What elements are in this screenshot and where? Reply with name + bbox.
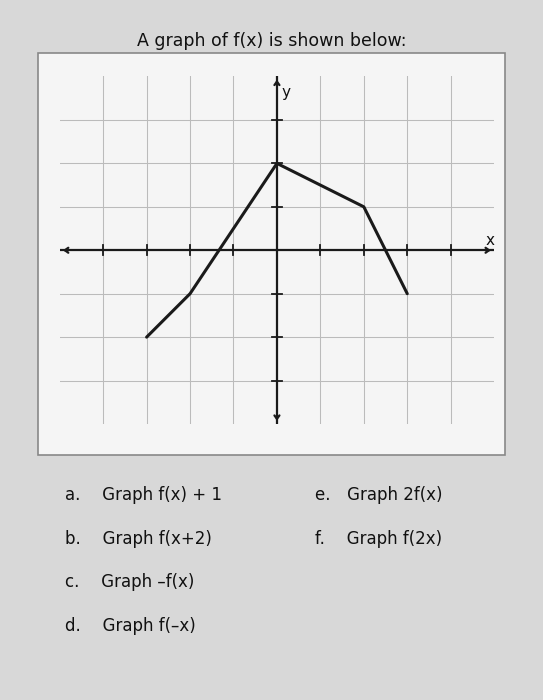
Text: b.  Graph f(x+2): b. Graph f(x+2) (65, 530, 212, 548)
Text: c.  Graph –f(x): c. Graph –f(x) (65, 573, 194, 592)
Text: e. Graph 2f(x): e. Graph 2f(x) (315, 486, 443, 505)
Text: y: y (281, 85, 290, 100)
Text: d.  Graph f(–x): d. Graph f(–x) (65, 617, 196, 635)
Text: f.  Graph f(2x): f. Graph f(2x) (315, 530, 442, 548)
Text: a.  Graph f(x) + 1: a. Graph f(x) + 1 (65, 486, 222, 505)
Text: x: x (485, 233, 494, 248)
Text: A graph of f(x) is shown below:: A graph of f(x) is shown below: (137, 32, 406, 50)
